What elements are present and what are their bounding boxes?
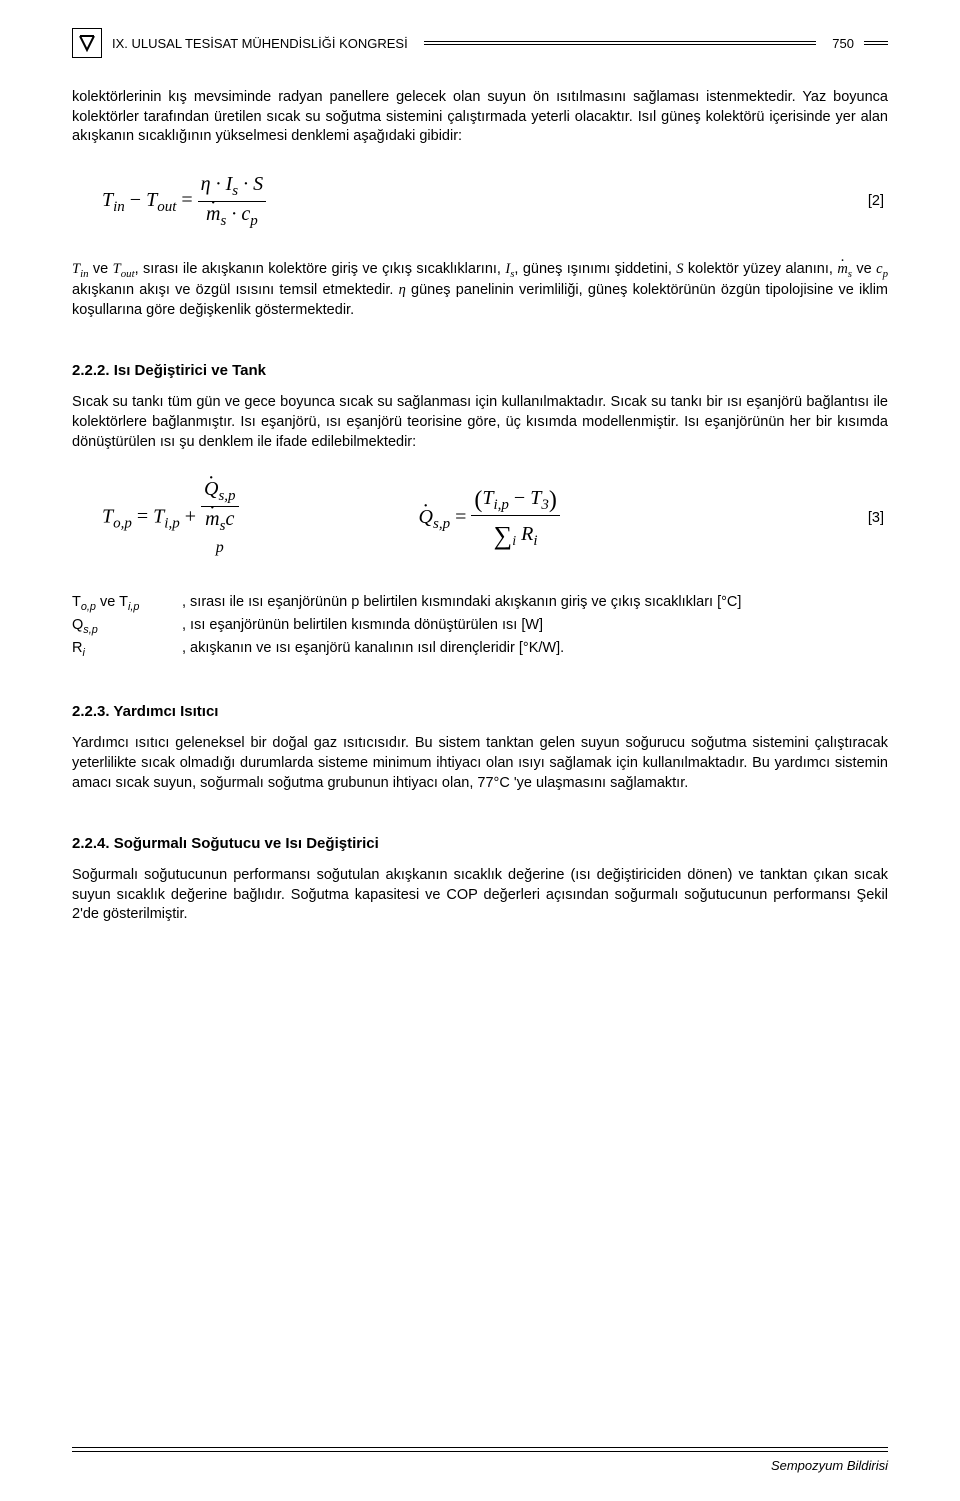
equation-3: To,p = Ti,p + Qs,p mscp Qs,p = (Ti,p − T… xyxy=(72,478,888,558)
section-224-heading: 2.2.4. Soğurmalı Soğutucu ve Isı Değişti… xyxy=(72,835,888,852)
paragraph-intro: kolektörlerinin kış mevsiminde radyan pa… xyxy=(72,88,888,147)
logo-icon xyxy=(72,28,102,58)
equation-2-number: [2] xyxy=(868,193,888,209)
section-222-heading: 2.2.2. Isı Değiştirici ve Tank xyxy=(72,362,888,379)
page-number: 750 xyxy=(832,36,854,51)
paragraph-aux-heater: Yardımcı ısıtıcı geleneksel bir doğal ga… xyxy=(72,734,888,793)
footer-text: Sempozyum Bildirisi xyxy=(72,1458,888,1473)
equation-2: Tin − Tout = η · Is · S ms · cp [2] xyxy=(72,173,888,230)
symbol-definitions: To,p ve Ti,p , sırası ile ısı eşanjörünü… xyxy=(72,592,888,661)
equation-3-number: [3] xyxy=(868,510,888,526)
paragraph-tank: Sıcak su tankı tüm gün ve gece boyunca s… xyxy=(72,393,888,452)
header-rule xyxy=(418,41,823,45)
paragraph-eq2-desc: Tin ve Tout, sırası ile akışkanın kolekt… xyxy=(72,260,888,321)
congress-title: IX. ULUSAL TESİSAT MÜHENDİSLİĞİ KONGRESİ xyxy=(112,36,408,51)
section-223-heading: 2.2.3. Yardımcı Isıtıcı xyxy=(72,703,888,720)
page-header: IX. ULUSAL TESİSAT MÜHENDİSLİĞİ KONGRESİ… xyxy=(72,28,888,58)
page-footer: Sempozyum Bildirisi xyxy=(72,1447,888,1473)
header-rule-right xyxy=(864,41,888,45)
paragraph-absorption: Soğurmalı soğutucunun performansı soğutu… xyxy=(72,866,888,925)
